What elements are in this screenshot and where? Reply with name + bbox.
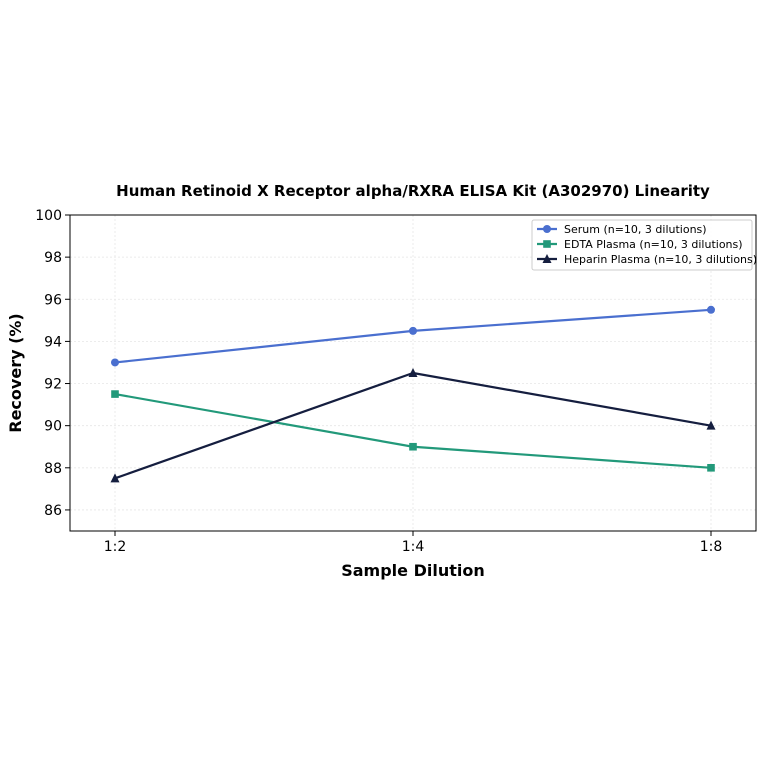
y-tick-label: 88 xyxy=(44,461,62,477)
legend-label: EDTA Plasma (n=10, 3 dilutions) xyxy=(564,238,743,251)
data-point xyxy=(111,390,119,398)
legend-label: Heparin Plasma (n=10, 3 dilutions) xyxy=(564,253,757,266)
legend-swatch-marker xyxy=(543,240,551,248)
legend-box xyxy=(531,219,753,271)
legend-item: Serum (n=10, 3 dilutions) xyxy=(537,223,707,236)
data-point xyxy=(111,358,119,367)
y-tick-label: 100 xyxy=(35,208,62,224)
x-axis-label: Sample Dilution xyxy=(341,561,485,580)
series-2 xyxy=(111,390,715,472)
legend: Serum (n=10, 3 dilutions) EDTA Plasma (n=… xyxy=(531,219,757,271)
y-tick-label: 96 xyxy=(44,292,62,308)
legend-label: Serum (n=10, 3 dilutions) xyxy=(564,223,707,236)
data-point xyxy=(409,442,417,451)
data-point xyxy=(409,326,417,335)
legend-item: Heparin Plasma (n=10, 3 dilutions) xyxy=(537,253,757,266)
x-tick-label: 1:2 xyxy=(104,539,127,555)
y-tick-label: 94 xyxy=(44,334,62,350)
y-axis-label: Recovery (%) xyxy=(6,313,25,432)
chart-title: Human Retinoid X Receptor alpha/RXRA ELI… xyxy=(116,182,710,200)
y-tick-label: 98 xyxy=(44,250,62,266)
tick-layer: 86 88 90 92 94 96 98 100 1:2 1:4 1:8 xyxy=(35,208,722,555)
y-tick-label: 92 xyxy=(44,377,62,393)
series-layer xyxy=(110,305,716,483)
data-point xyxy=(707,464,715,472)
x-tick-label: 1:4 xyxy=(402,539,425,555)
data-point xyxy=(408,368,418,377)
y-tick-label: 90 xyxy=(44,419,62,435)
legend-item: EDTA Plasma (n=10, 3 dilutions) xyxy=(537,238,743,251)
legend-swatch-marker xyxy=(543,225,551,233)
data-point xyxy=(110,473,120,483)
data-point xyxy=(707,305,715,314)
series-1 xyxy=(111,305,715,367)
y-tick-label: 86 xyxy=(44,503,62,519)
x-tick-label: 1:8 xyxy=(700,539,723,555)
legend-swatch-marker xyxy=(542,254,552,263)
series-3 xyxy=(110,368,716,483)
data-point xyxy=(706,420,716,430)
